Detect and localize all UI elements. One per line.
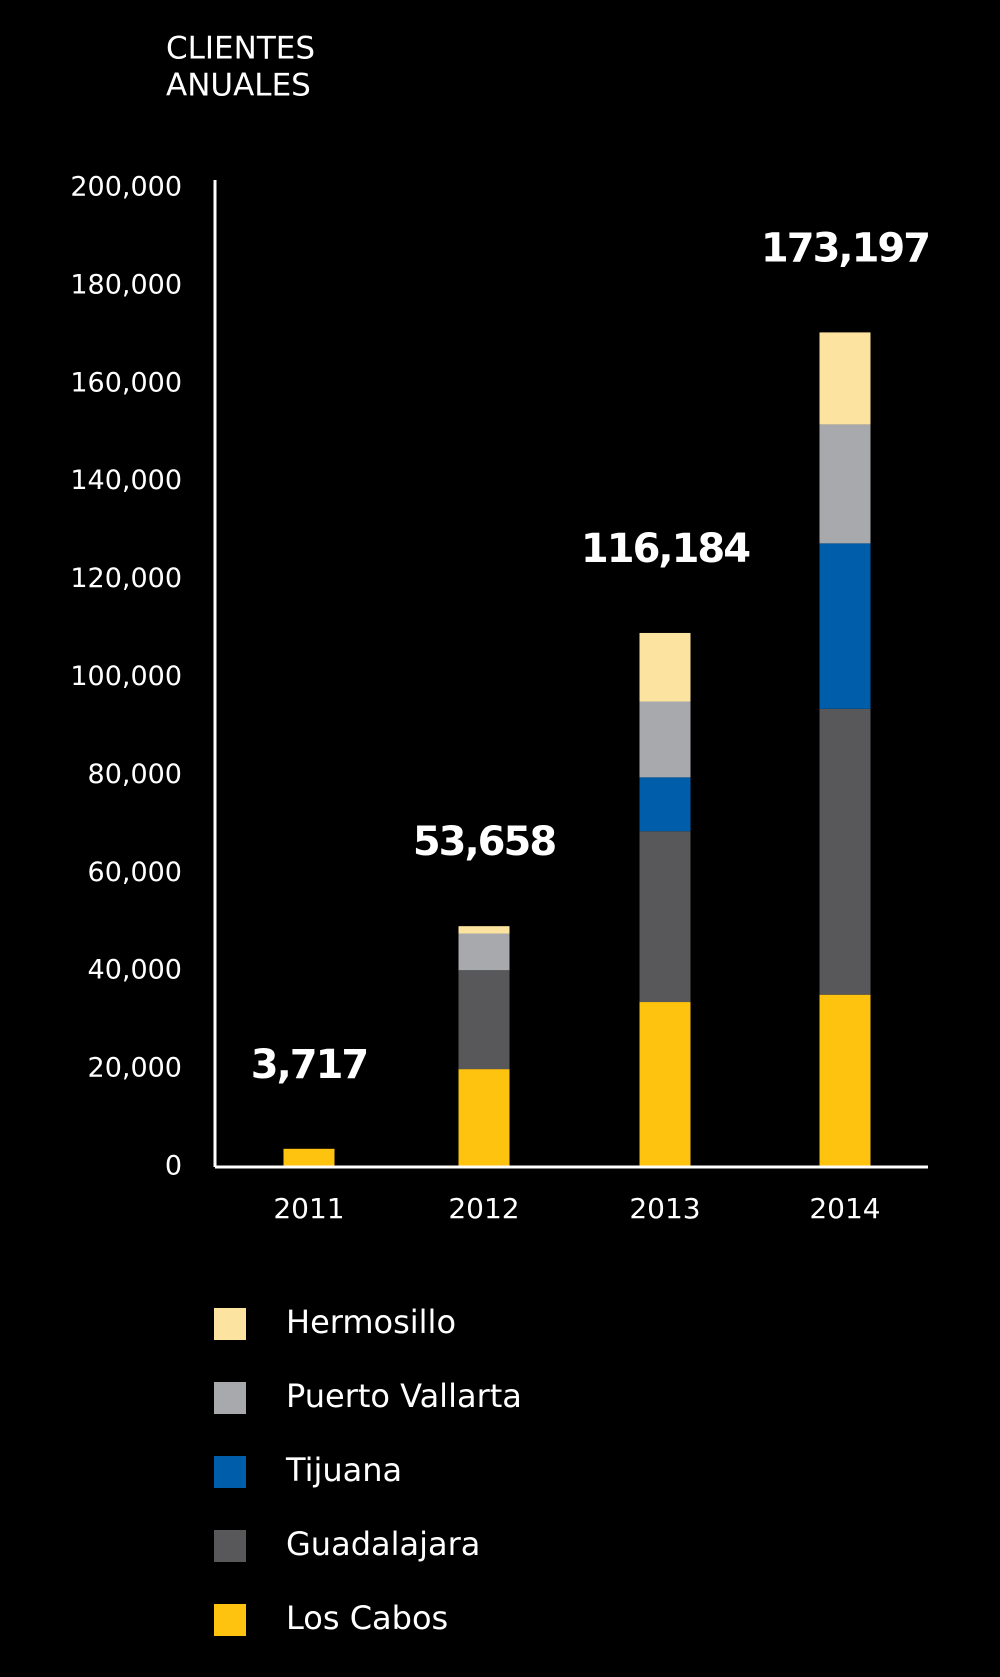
y-tick-label: 120,000 [70, 563, 182, 594]
legend-label: Los Cabos [286, 1599, 448, 1637]
total-label: 116,184 [581, 526, 749, 572]
bar-segment [639, 831, 691, 1003]
y-tick-label: 140,000 [70, 465, 182, 496]
y-tick-label: 40,000 [88, 955, 182, 986]
bar-segment [819, 424, 871, 544]
legend-label: Hermosillo [286, 1303, 456, 1341]
legend-swatch [214, 1456, 246, 1488]
bar-segment [639, 701, 691, 778]
bar-segment [639, 632, 691, 702]
legend-swatch [214, 1530, 246, 1562]
y-tick-label: 180,000 [70, 269, 182, 300]
x-tick-label: 2011 [273, 1192, 344, 1225]
y-tick-label: 160,000 [70, 367, 182, 398]
chart-title: ANUALES [166, 68, 311, 104]
total-label: 53,658 [413, 819, 556, 865]
x-tick-label: 2013 [629, 1192, 700, 1225]
legend-label: Guadalajara [286, 1525, 480, 1563]
bar-segment [819, 708, 871, 995]
legend-swatch [214, 1382, 246, 1414]
bar-segment [819, 332, 871, 425]
x-tick-label: 2012 [448, 1192, 519, 1225]
x-tick-label: 2014 [809, 1192, 880, 1225]
bar-segment [458, 933, 510, 971]
y-tick-label: 200,000 [70, 172, 182, 203]
bar-segment [819, 543, 871, 709]
legend-label: Tijuana [285, 1451, 402, 1489]
bar-segment [458, 970, 510, 1070]
legend-label: Puerto Vallarta [286, 1377, 522, 1415]
y-tick-label: 0 [165, 1151, 182, 1182]
bar-segment [819, 994, 871, 1167]
bar-segment [639, 777, 691, 832]
chart-title: CLIENTES [166, 31, 315, 67]
bar-segment [458, 926, 510, 934]
bar-segment [458, 1069, 510, 1167]
y-tick-label: 80,000 [88, 759, 182, 790]
y-tick-label: 100,000 [70, 661, 182, 692]
total-label: 3,717 [251, 1042, 368, 1088]
legend-swatch [214, 1604, 246, 1636]
y-tick-label: 60,000 [88, 857, 182, 888]
legend-swatch [214, 1308, 246, 1340]
y-tick-label: 20,000 [88, 1053, 182, 1084]
bar-segment [639, 1002, 691, 1167]
total-label: 173,197 [761, 225, 929, 271]
bar-segment [283, 1148, 335, 1167]
